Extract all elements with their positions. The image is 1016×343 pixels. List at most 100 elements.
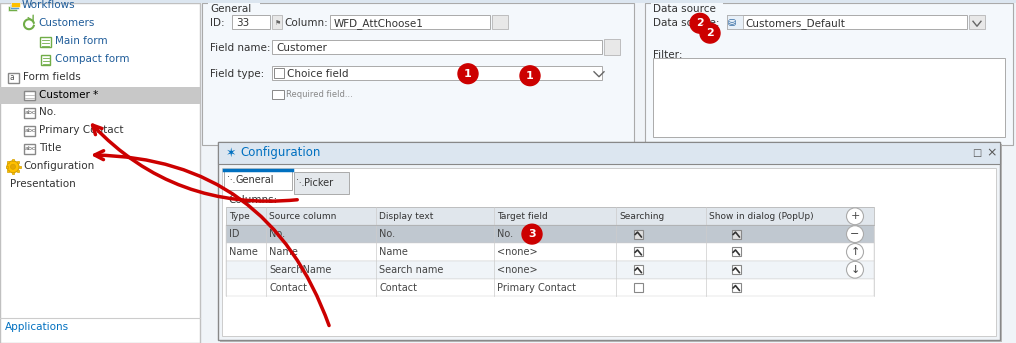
- Text: abc: abc: [25, 146, 37, 151]
- Bar: [24, 91, 35, 100]
- Text: Type: Type: [229, 212, 250, 221]
- Text: abc: abc: [25, 110, 37, 115]
- Text: Picker: Picker: [304, 178, 333, 188]
- Text: ID: ID: [229, 229, 240, 239]
- Bar: [226, 208, 874, 225]
- Text: 3: 3: [528, 229, 535, 239]
- Bar: [16, 170, 18, 172]
- Text: Compact form: Compact form: [55, 54, 129, 64]
- Bar: [272, 66, 602, 80]
- Bar: [651, 0, 723, 9]
- Text: WFD_AttChoose1: WFD_AttChoose1: [334, 18, 424, 29]
- Text: Data source:: Data source:: [653, 18, 719, 28]
- Text: Field name:: Field name:: [210, 43, 270, 53]
- Text: Customers_Default: Customers_Default: [745, 18, 845, 29]
- Text: □: □: [972, 148, 981, 158]
- Text: Columns:: Columns:: [228, 196, 277, 205]
- Text: Name: Name: [229, 247, 258, 257]
- Text: Primary Contact: Primary Contact: [497, 283, 576, 293]
- Text: Required field...: Required field...: [285, 90, 353, 99]
- Bar: [41, 55, 50, 65]
- Text: Choice field: Choice field: [287, 69, 348, 79]
- Bar: [12, 159, 14, 161]
- Text: SearchName: SearchName: [269, 265, 331, 275]
- Bar: [727, 15, 743, 29]
- Bar: [732, 247, 741, 256]
- Text: ↓: ↓: [850, 265, 860, 275]
- Bar: [634, 283, 642, 292]
- Bar: [9, 4, 18, 9]
- Text: Customer *: Customer *: [39, 90, 99, 99]
- Text: ⋱: ⋱: [227, 175, 236, 184]
- Text: No.: No.: [497, 229, 513, 239]
- Bar: [653, 58, 1005, 137]
- Text: Source column: Source column: [269, 212, 336, 221]
- Text: Data source: Data source: [653, 4, 716, 14]
- Bar: [330, 15, 490, 29]
- Text: ✶: ✶: [226, 146, 237, 159]
- Circle shape: [7, 161, 19, 173]
- Bar: [224, 170, 292, 190]
- Text: Name: Name: [379, 247, 407, 257]
- Text: Search name: Search name: [379, 265, 443, 275]
- Bar: [8, 73, 19, 83]
- Text: No.: No.: [39, 107, 56, 117]
- Circle shape: [690, 13, 710, 33]
- Bar: [226, 261, 874, 279]
- Circle shape: [846, 244, 864, 260]
- Text: a: a: [9, 73, 14, 82]
- Circle shape: [846, 226, 864, 243]
- Text: 1: 1: [526, 71, 533, 81]
- Text: Show in dialog (PopUp): Show in dialog (PopUp): [709, 212, 814, 221]
- Text: Presentation: Presentation: [10, 179, 76, 189]
- Bar: [634, 265, 642, 274]
- Text: ↑: ↑: [850, 247, 860, 257]
- Bar: [732, 283, 741, 292]
- Text: General: General: [210, 4, 251, 14]
- Text: Contact: Contact: [379, 283, 417, 293]
- Text: Display text: Display text: [379, 212, 434, 221]
- Text: Main form: Main form: [55, 36, 108, 46]
- Text: Name: Name: [269, 247, 298, 257]
- Text: ⛁: ⛁: [728, 18, 737, 28]
- Bar: [226, 243, 874, 261]
- Bar: [220, 144, 1002, 342]
- Bar: [492, 15, 508, 29]
- Bar: [218, 142, 1000, 340]
- Text: ID:: ID:: [210, 18, 225, 28]
- Text: No.: No.: [269, 229, 285, 239]
- Text: Field type:: Field type:: [210, 69, 264, 79]
- Bar: [0, 87, 200, 104]
- Text: Applications: Applications: [5, 322, 69, 332]
- Text: Filter:: Filter:: [653, 50, 683, 60]
- Bar: [18, 166, 20, 168]
- Bar: [272, 90, 284, 99]
- Text: Configuration: Configuration: [240, 146, 320, 159]
- Bar: [24, 144, 35, 154]
- Text: Searching: Searching: [619, 212, 664, 221]
- Text: ⋱: ⋱: [296, 178, 305, 187]
- Bar: [732, 265, 741, 274]
- Bar: [226, 279, 874, 296]
- Bar: [24, 126, 35, 136]
- Bar: [226, 225, 874, 243]
- Text: +: +: [850, 211, 860, 221]
- Circle shape: [10, 164, 15, 169]
- Text: Form fields: Form fields: [23, 72, 80, 82]
- Bar: [40, 37, 51, 47]
- Text: General: General: [236, 175, 274, 185]
- Text: Workflows: Workflows: [22, 0, 75, 10]
- Bar: [7, 170, 9, 172]
- Bar: [12, 172, 14, 174]
- Text: Configuration: Configuration: [23, 161, 94, 171]
- Text: Target field: Target field: [497, 212, 548, 221]
- Bar: [11, 2, 20, 8]
- Circle shape: [520, 66, 539, 86]
- Bar: [24, 108, 35, 118]
- Bar: [272, 15, 282, 29]
- Bar: [732, 230, 741, 239]
- Bar: [223, 168, 996, 336]
- Text: Customer: Customer: [276, 43, 327, 53]
- Text: ⚑: ⚑: [275, 20, 281, 26]
- Bar: [232, 15, 270, 29]
